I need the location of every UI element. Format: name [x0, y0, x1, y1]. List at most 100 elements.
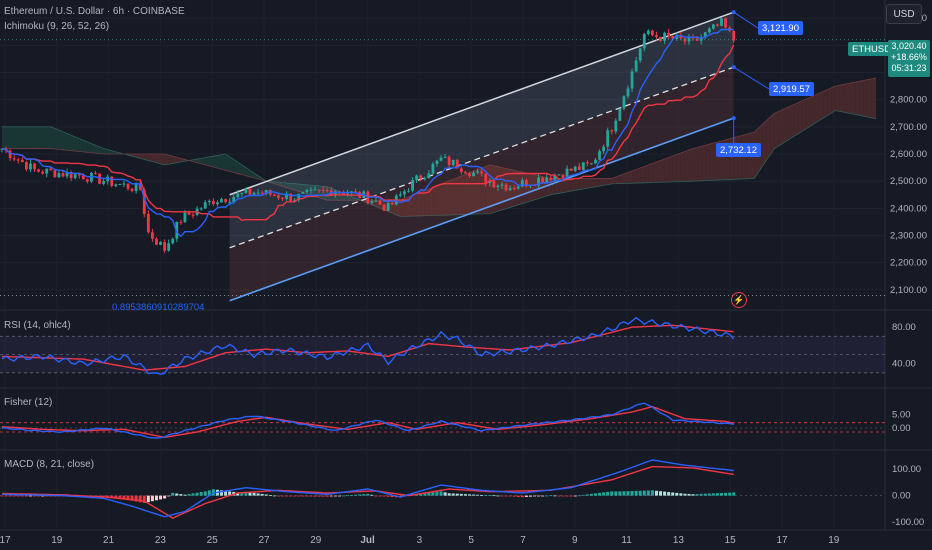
candle-body [472, 172, 475, 177]
ichimoku-cloud [2, 77, 877, 217]
cloud-segment [404, 196, 409, 217]
candle-body [81, 175, 85, 180]
macd-histogram-bar [480, 494, 484, 496]
candle-body [610, 130, 614, 132]
cloud-segment [819, 91, 824, 121]
rsi-label: RSI (14, ohlc4) [4, 320, 71, 331]
cloud-segment [810, 95, 815, 126]
x-tick-label: 15 [725, 535, 737, 546]
candle-body [293, 199, 297, 201]
candle-body [130, 188, 134, 191]
macd-histogram-bar [687, 493, 691, 496]
currency-button[interactable]: USD [886, 4, 922, 24]
candle-body [252, 192, 256, 195]
x-tick-label: 29 [310, 535, 322, 546]
macd-histogram-bar [512, 495, 516, 497]
lightning-icon[interactable]: ⚡ [731, 292, 747, 308]
candle-body [541, 177, 545, 183]
cloud-segment [623, 172, 629, 184]
macd-histogram-bar [163, 495, 167, 499]
candle-body [545, 177, 549, 183]
cloud-segment [436, 184, 442, 216]
macd-histogram-bar [622, 491, 626, 496]
candle-body [159, 242, 162, 245]
macd-histogram-bar [183, 494, 187, 496]
macd-histogram-bar [683, 493, 687, 496]
macd-histogram-bar [244, 491, 248, 496]
cloud-segment [794, 102, 799, 136]
macd-histogram-bar [431, 492, 435, 496]
x-tick-label: 19 [51, 535, 63, 546]
cloud-segment [806, 96, 811, 129]
cloud-segment [615, 175, 620, 184]
candle-body [151, 232, 154, 239]
y-tick-label: -100.00 [892, 517, 924, 528]
x-tick-label: 5 [468, 535, 474, 546]
candle-body [524, 180, 528, 187]
channel-anchor-dot [731, 65, 736, 70]
macd-histogram-bar [256, 493, 260, 496]
macd-histogram-bar [703, 493, 707, 496]
candle-body [720, 18, 723, 26]
macd-histogram-bar [561, 495, 565, 497]
candle-body [675, 35, 679, 39]
x-tick-label: 3 [417, 535, 423, 546]
macd-histogram-bar [606, 491, 610, 496]
macd-histogram-bar [520, 495, 524, 498]
rsi-signal-line [1, 324, 734, 371]
candle-body [415, 175, 419, 181]
candle-body [549, 177, 553, 180]
macd-histogram-bar [276, 495, 280, 497]
macd-histogram-bar [370, 494, 374, 496]
cloud-segment [2, 126, 7, 149]
candle-body [573, 166, 577, 171]
macd-histogram-bar [728, 492, 732, 496]
cloud-segment [172, 156, 177, 164]
macd-histogram-bar [28, 495, 32, 497]
candle-body [443, 156, 447, 158]
macd-histogram-bar [581, 494, 585, 496]
candle-body [45, 168, 49, 174]
candlesticks [0, 17, 736, 253]
indicator-panels [0, 316, 885, 519]
candle-body [569, 168, 573, 171]
candle-body [423, 178, 427, 180]
candle-body [464, 171, 467, 174]
macd-histogram-bar [679, 493, 683, 496]
candle-body [626, 88, 630, 97]
candle-body [142, 189, 146, 214]
macd-histogram-bar [516, 495, 520, 497]
cloud-segment [176, 157, 181, 163]
macd-histogram-bar [634, 490, 638, 496]
macd-histogram-bar [492, 495, 496, 497]
y-tick-label: 2,300.00 [890, 231, 927, 242]
macd-histogram-bar [341, 495, 345, 497]
cloud-segment [457, 176, 462, 215]
candle-body [69, 172, 73, 179]
macd-histogram-bar [711, 493, 715, 496]
cloud-segment [445, 180, 450, 216]
cloud-segment [640, 166, 645, 183]
candle-body [634, 60, 638, 72]
cloud-segment [95, 145, 100, 154]
cloud-segment [782, 107, 787, 144]
cloud-segment [54, 128, 59, 150]
macd-histogram-bar [443, 492, 447, 496]
cloud-segment [140, 154, 145, 160]
macd-histogram-bar [272, 495, 276, 497]
macd-histogram-bar [382, 495, 386, 497]
candle-body [732, 30, 736, 41]
macd-histogram-bar [459, 493, 463, 496]
cloud-segment [562, 178, 568, 193]
candle-body [244, 188, 248, 193]
macd-histogram-bar [610, 491, 614, 496]
macd-signal-line [1, 465, 734, 519]
price-change: +18.66% [891, 52, 927, 62]
candle-body [207, 200, 211, 203]
macd-histogram-bar [463, 494, 467, 496]
candle-body [382, 204, 386, 211]
callout-mid [733, 66, 770, 90]
candle-body [77, 174, 81, 176]
macd-histogram-bar [325, 495, 329, 497]
